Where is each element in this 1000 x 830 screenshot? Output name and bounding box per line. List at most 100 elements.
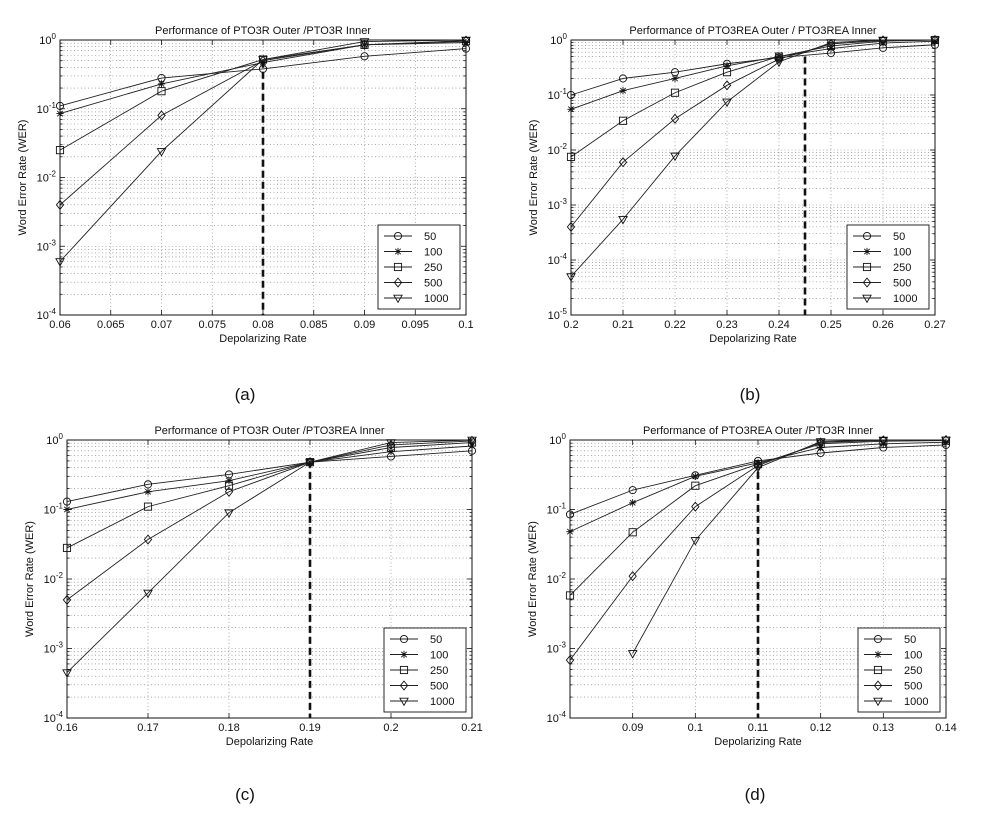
x-axis-label: Depolarizing Rate [714, 736, 801, 748]
data-point [386, 452, 396, 461]
data-point [879, 39, 887, 47]
data-point [467, 436, 477, 446]
data-point [387, 448, 395, 456]
series-1000 [566, 36, 940, 282]
chart-title: Performance of PTO3REA Outer / PTO3REA I… [629, 25, 877, 37]
legend: 50 100 250 500 1000 [846, 224, 930, 310]
data-point [360, 41, 369, 49]
series-250 [565, 436, 951, 600]
legend-marker [862, 294, 872, 304]
data-point [722, 98, 732, 108]
data-point [930, 35, 940, 45]
data-point [691, 501, 700, 512]
data-point [565, 591, 575, 600]
data-point [386, 439, 396, 451]
data-point [618, 157, 628, 168]
x-tick-label: 0.09 [622, 722, 643, 734]
data-point [566, 90, 576, 100]
legend-marker [874, 650, 882, 659]
data-point [55, 258, 65, 267]
legend: 50 100 250 500 1000 [857, 627, 941, 713]
data-point [691, 472, 699, 480]
x-tick-label: 0.23 [716, 319, 737, 331]
series-line [59, 42, 467, 115]
legend-label: 250 [424, 262, 442, 274]
data-point [618, 116, 628, 125]
data-point [157, 87, 166, 96]
data-point [878, 37, 888, 46]
series-line [66, 439, 473, 673]
series-100 [56, 38, 470, 118]
data-point [306, 458, 314, 466]
legend-label: 250 [430, 665, 448, 677]
data-point [224, 470, 234, 479]
y-tick-label: 10-4 [548, 252, 568, 267]
data-point [878, 35, 888, 46]
data-point [774, 53, 784, 65]
data-point [566, 221, 576, 232]
data-point [878, 436, 889, 446]
data-point [62, 543, 72, 552]
y-tick-label: 10-4 [547, 710, 567, 725]
data-point [461, 36, 471, 46]
data-point [55, 199, 65, 210]
series-100 [567, 37, 939, 113]
x-tick-label: 0.08 [252, 319, 273, 331]
legend-label: 50 [904, 634, 916, 646]
grid-lines [66, 440, 473, 719]
series-line [570, 39, 936, 158]
x-tick-label: 0.1 [458, 319, 473, 331]
data-point [386, 443, 396, 452]
data-point [467, 435, 477, 447]
x-tick-label: 0.12 [810, 722, 831, 734]
series-line [59, 48, 467, 107]
x-tick-label: 0.1 [688, 722, 703, 734]
series-line [59, 40, 467, 206]
data-point [941, 436, 951, 445]
data-point [143, 480, 153, 489]
data-point [774, 53, 784, 62]
axes-frame [66, 439, 473, 719]
panel-label: (a) [235, 385, 256, 404]
x-tick-label: 0.06 [49, 319, 70, 331]
legend-marker [399, 665, 409, 675]
x-tick-label: 0.17 [137, 722, 158, 734]
legend-label: 250 [893, 262, 911, 274]
data-point [722, 59, 732, 68]
data-point [816, 437, 825, 448]
y-tick-label: 100 [39, 32, 56, 47]
data-point [941, 440, 951, 449]
data-point [259, 58, 267, 67]
y-tick-label: 10-5 [548, 307, 568, 322]
panel-label: (b) [740, 385, 761, 404]
data-point [753, 460, 763, 471]
data-point [753, 464, 763, 473]
legend-label: 500 [424, 278, 442, 290]
legend-marker [393, 262, 403, 272]
data-point [670, 88, 680, 97]
y-tick-label: 100 [46, 432, 63, 447]
data-point [386, 439, 396, 448]
series-1000 [55, 36, 471, 267]
series-line [59, 40, 467, 151]
x-tick-label: 0.19 [299, 722, 320, 734]
legend-label: 50 [424, 231, 436, 243]
x-tick-label: 0.2 [563, 319, 578, 331]
x-tick-label: 0.27 [924, 319, 945, 331]
data-point [879, 443, 888, 452]
panel-label: (d) [745, 785, 766, 804]
legend-marker [394, 247, 402, 256]
data-point [62, 594, 72, 606]
chart-title: Performance of PTO3REA Outer /PTO3R Inne… [643, 425, 873, 437]
data-point [930, 34, 940, 46]
y-tick-label: 10-3 [547, 641, 567, 656]
data-point [723, 62, 731, 70]
data-point [879, 437, 888, 446]
data-point [670, 113, 680, 124]
x-tick-label: 0.085 [300, 319, 328, 331]
data-point [690, 537, 701, 546]
legend-marker [393, 294, 403, 304]
x-tick-label: 0.21 [461, 722, 482, 734]
